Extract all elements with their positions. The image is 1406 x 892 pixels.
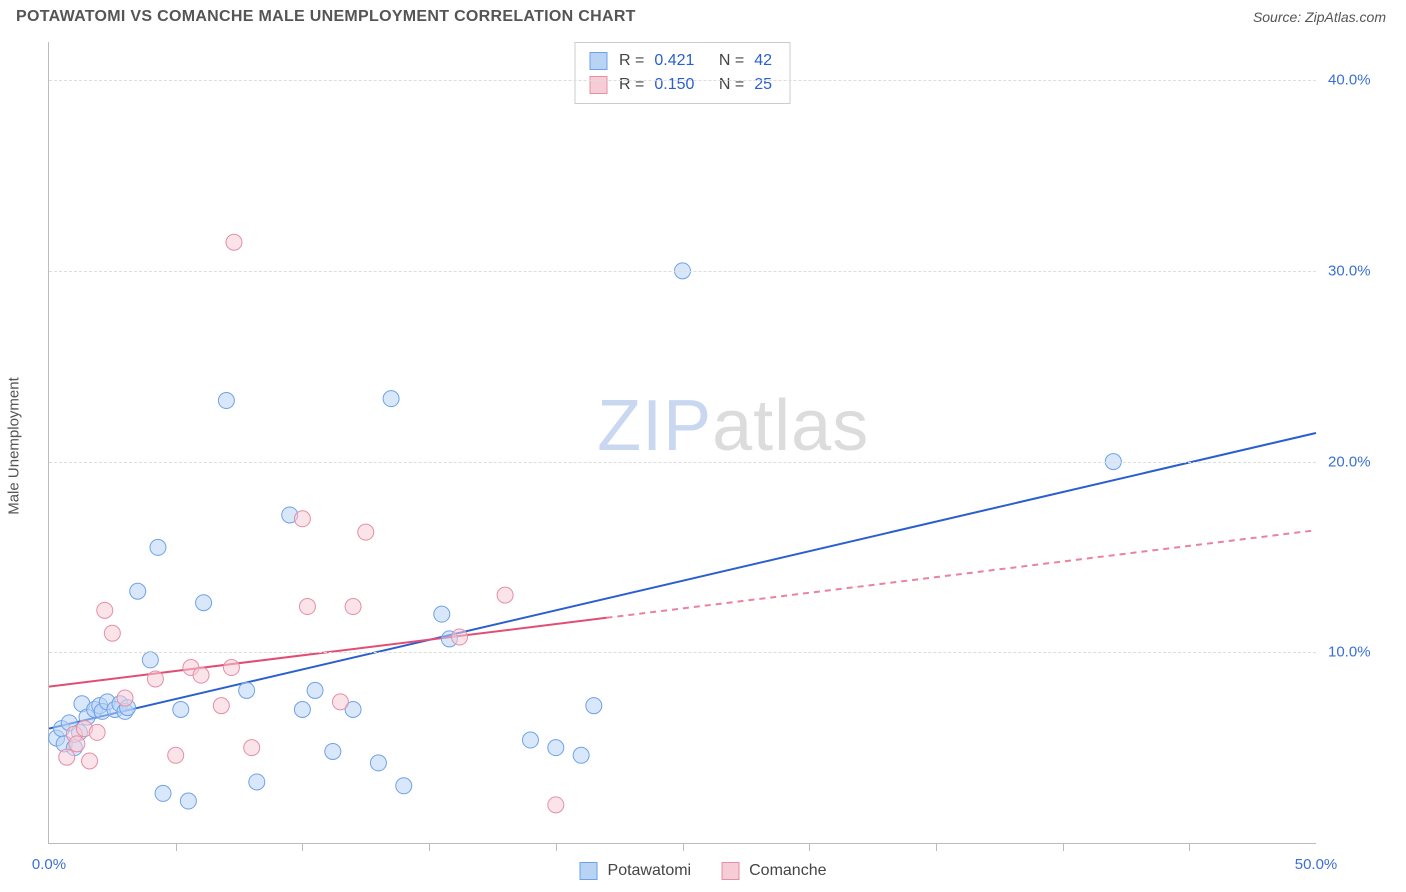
legend: Potawatomi Comanche — [580, 862, 827, 880]
legend-item-potawatomi[interactable]: Potawatomi — [580, 862, 692, 880]
r-value-comanche: 0.150 — [654, 73, 694, 97]
scatter-svg — [49, 42, 1316, 843]
source-attribution: Source: ZipAtlas.com — [1253, 9, 1386, 25]
legend-item-comanche[interactable]: Comanche — [721, 862, 826, 880]
source-label: Source: — [1253, 9, 1301, 25]
chart-header: POTAWATOMI VS COMANCHE MALE UNEMPLOYMENT… — [0, 0, 1406, 30]
n-value-comanche: 25 — [754, 73, 772, 97]
y-axis-label: Male Unemployment — [6, 377, 23, 515]
r-value-potawatomi: 0.421 — [654, 49, 694, 73]
n-label: N = — [719, 49, 744, 73]
n-label: N = — [719, 73, 744, 97]
source-link[interactable]: ZipAtlas.com — [1305, 9, 1386, 25]
y-tick-label: 40.0% — [1328, 72, 1388, 89]
y-tick-label: 30.0% — [1328, 262, 1388, 279]
stats-box: R = 0.421 N = 42 R = 0.150 N = 25 — [574, 42, 791, 104]
swatch-potawatomi — [589, 52, 607, 70]
r-label: R = — [619, 73, 644, 97]
stats-row-comanche: R = 0.150 N = 25 — [589, 73, 772, 97]
chart-plot-area: ZIPatlas R = 0.421 N = 42 R = 0.150 N = … — [48, 42, 1316, 844]
swatch-comanche-legend — [721, 862, 739, 880]
legend-label-potawatomi: Potawatomi — [608, 862, 692, 880]
swatch-comanche — [589, 76, 607, 94]
x-tick-label: 0.0% — [32, 856, 66, 873]
r-label: R = — [619, 49, 644, 73]
x-tick-label: 50.0% — [1295, 856, 1338, 873]
stats-row-potawatomi: R = 0.421 N = 42 — [589, 49, 772, 73]
chart-title: POTAWATOMI VS COMANCHE MALE UNEMPLOYMENT… — [16, 8, 636, 26]
n-value-potawatomi: 42 — [754, 49, 772, 73]
legend-label-comanche: Comanche — [749, 862, 826, 880]
y-tick-label: 10.0% — [1328, 644, 1388, 661]
y-tick-label: 20.0% — [1328, 453, 1388, 470]
swatch-potawatomi-legend — [580, 862, 598, 880]
